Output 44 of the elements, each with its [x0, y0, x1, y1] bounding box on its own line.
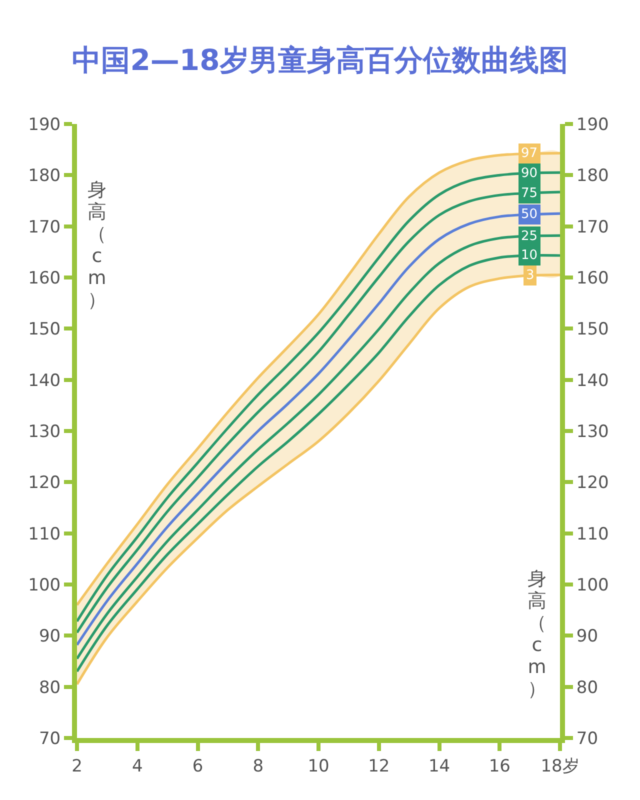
series-label: 75 [521, 186, 538, 201]
y2-tick-label: 120 [576, 473, 609, 494]
x-tick-label: 6 [192, 756, 204, 776]
y-tick-label: 160 [28, 268, 61, 288]
x-tick-label: 4 [132, 756, 143, 776]
y-tick-label: 150 [28, 320, 61, 340]
series-label: 50 [521, 207, 538, 222]
x-tick-label: 10 [308, 756, 330, 776]
y-tick-label: 90 [38, 626, 61, 647]
x-tick-label: 14 [428, 756, 450, 776]
y2-tick-label: 70 [576, 728, 598, 749]
y-axis-title: 身高（cm） [86, 179, 108, 311]
y2-tick-label: 190 [576, 114, 609, 135]
x-tick-label: 2 [72, 756, 82, 776]
y-tick-label: 190 [28, 114, 61, 135]
y-tick-label: 170 [28, 217, 61, 238]
y2-axis-title: 身高（cm） [526, 568, 548, 700]
y-tick-label: 140 [28, 370, 61, 391]
x-tick-label: 18岁 [540, 756, 580, 776]
y2-tick-label: 110 [576, 524, 609, 544]
y2-tick-label: 90 [576, 626, 598, 647]
y2-tick-label: 100 [576, 575, 609, 596]
x-tick-label: 12 [368, 756, 390, 776]
series-label: 25 [521, 229, 538, 244]
y-tick-label: 130 [28, 422, 61, 442]
y2-tick-label: 170 [576, 217, 609, 238]
y-tick-label: 180 [28, 166, 61, 186]
x-tick-label: 16 [488, 756, 510, 776]
y2-tick-label: 150 [576, 320, 609, 340]
y2-tick-label: 140 [576, 370, 609, 391]
y2-tick-label: 180 [576, 166, 609, 186]
series-label: 10 [521, 248, 538, 263]
y2-tick-label: 130 [576, 422, 609, 442]
x-tick-label: 8 [252, 756, 264, 776]
y-tick-label: 120 [28, 473, 61, 494]
series-label: 97 [521, 146, 538, 161]
y2-tick-label: 80 [576, 678, 598, 698]
series-label: 90 [521, 166, 538, 181]
y-tick-label: 80 [38, 678, 61, 698]
y-tick-label: 70 [38, 728, 61, 749]
chart-title: 中国2—18岁男童身高百分位数曲线图 [72, 43, 568, 78]
y-tick-label: 100 [28, 575, 61, 596]
y-tick-label: 110 [28, 524, 61, 544]
y2-tick-label: 160 [576, 268, 609, 288]
